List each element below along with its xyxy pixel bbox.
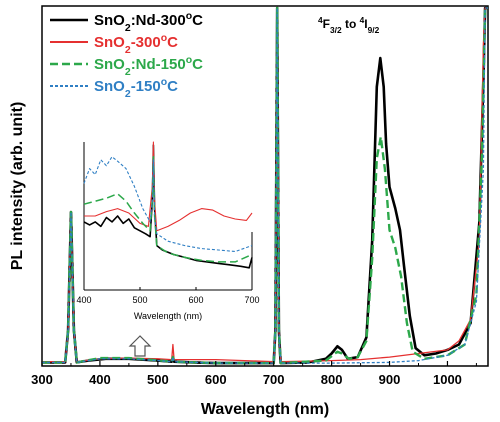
- inset-series-line-0: [83, 144, 253, 269]
- legend: SnO2:Nd-300oCSnO2-300oCSnO2:Nd-150oCSnO2…: [50, 10, 203, 100]
- annotation-text-part: to: [342, 17, 360, 31]
- legend-label-3: SnO2-150oC: [94, 76, 178, 100]
- legend-label-0-part: SnO: [94, 12, 125, 29]
- x-tick-label: 700: [263, 372, 285, 387]
- legend-label-0-part: 2: [125, 22, 131, 34]
- x-tick-label: 1000: [433, 372, 462, 387]
- legend-label-3-part: 2: [125, 88, 131, 100]
- x-tick-label: 900: [379, 372, 401, 387]
- inset-x-tick-label: 600: [188, 295, 203, 305]
- inset-series-line-1: [84, 141, 253, 232]
- legend-label-2-part: 2: [125, 66, 131, 78]
- legend-label-1-part: o: [161, 32, 167, 44]
- annotation-text-part: F: [323, 17, 330, 31]
- annotation-text-part: 4: [360, 15, 365, 25]
- legend-label-3-part: o: [161, 76, 167, 88]
- x-axis-title: Wavelength (nm): [201, 401, 329, 418]
- inset-frame: [84, 142, 252, 290]
- inset-plot: 400 500 600 700 Wavelength (nm): [76, 141, 260, 321]
- annotation-text: 4F3/2 to 4I9/2: [318, 15, 380, 35]
- legend-label-2-part: SnO: [94, 56, 125, 73]
- transition-annotation: 4F3/2 to 4I9/2: [318, 15, 380, 35]
- legend-label-0-part: C: [192, 12, 203, 29]
- legend-label-2: SnO2:Nd-150oC: [94, 54, 203, 78]
- main-plot: 300 400 500 600 700 800 900 1000 Wavelength (nm)…: [9, 5, 489, 418]
- legend-label-0-part: :Nd-300: [131, 12, 186, 29]
- x-tick-label: 300: [31, 372, 53, 387]
- y-axis-title: PL intensity (arb. unit): [9, 102, 26, 271]
- series-line-2: [42, 6, 488, 365]
- series-line-3: [42, 7, 488, 364]
- legend-label-0: SnO2:Nd-300oC: [94, 10, 203, 34]
- inset-x-tick-label: 500: [132, 295, 147, 305]
- inset-series-line-3: [83, 156, 253, 253]
- legend-label-1-part: 2: [125, 44, 131, 56]
- legend-label-1-part: -300: [131, 34, 161, 51]
- inset-series-line-2: [83, 156, 253, 263]
- x-tick-label: 500: [147, 372, 169, 387]
- x-tick-label: 800: [321, 372, 343, 387]
- legend-label-2-part: :Nd-150: [131, 56, 186, 73]
- inset-x-tick-label: 400: [76, 295, 91, 305]
- legend-label-3-part: -150: [131, 78, 161, 95]
- annotation-text-part: I: [364, 17, 367, 31]
- inset-x-axis-title: Wavelength (nm): [134, 311, 202, 321]
- plot-frame: [41, 5, 489, 367]
- legend-label-2-part: C: [192, 56, 203, 73]
- annotation-text-part: 9/2: [368, 25, 380, 35]
- legend-label-1: SnO2-300oC: [94, 32, 178, 56]
- inset-pointer-arrow: [128, 335, 152, 357]
- inset-x-tick-label: 700: [244, 295, 259, 305]
- legend-label-1-part: C: [167, 34, 178, 51]
- legend-label-1-part: SnO: [94, 34, 125, 51]
- legend-label-3-part: SnO: [94, 78, 125, 95]
- legend-label-3-part: C: [167, 78, 178, 95]
- annotation-text-part: 4: [318, 15, 323, 25]
- up-arrow-icon: [128, 335, 152, 357]
- x-tick-label: 400: [89, 372, 111, 387]
- legend-label-2-part: o: [186, 54, 192, 66]
- annotation-text-part: 3/2: [330, 25, 342, 35]
- legend-label-0-part: o: [186, 10, 192, 22]
- x-tick-label: 600: [205, 372, 227, 387]
